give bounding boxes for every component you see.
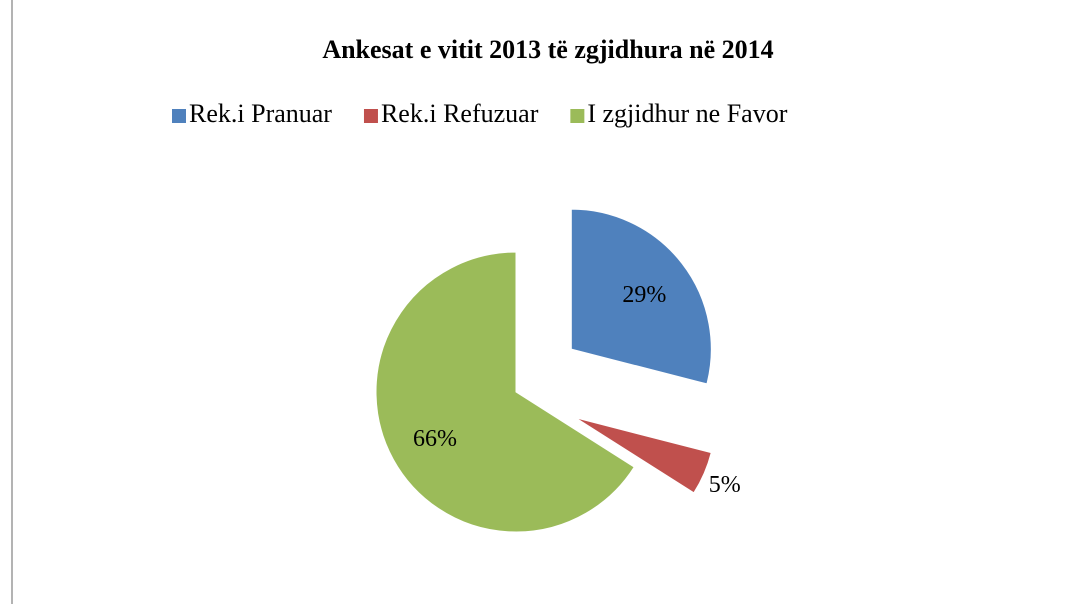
legend-swatch bbox=[172, 109, 186, 123]
legend: Rek.i Pranuar Rek.i Refuzuar I zgjidhur ne… bbox=[172, 99, 788, 128]
pie-slice bbox=[575, 417, 712, 494]
legend-label: I zgjidhur ne Favor bbox=[587, 99, 787, 128]
legend-swatch bbox=[363, 109, 378, 123]
legend-label: Rek.i Pranuar bbox=[189, 99, 332, 128]
data-label: 29% bbox=[622, 282, 666, 308]
legend-label: Rek.i Refuzuar bbox=[381, 99, 539, 128]
pie-slice bbox=[570, 208, 712, 385]
data-label: 66% bbox=[413, 426, 457, 452]
chart-title: Ankesat e vitit 2013 të zgjidhura në 201… bbox=[322, 35, 773, 64]
data-label: 5% bbox=[709, 472, 741, 498]
pie-slice bbox=[375, 251, 635, 533]
legend-swatch bbox=[570, 109, 585, 123]
